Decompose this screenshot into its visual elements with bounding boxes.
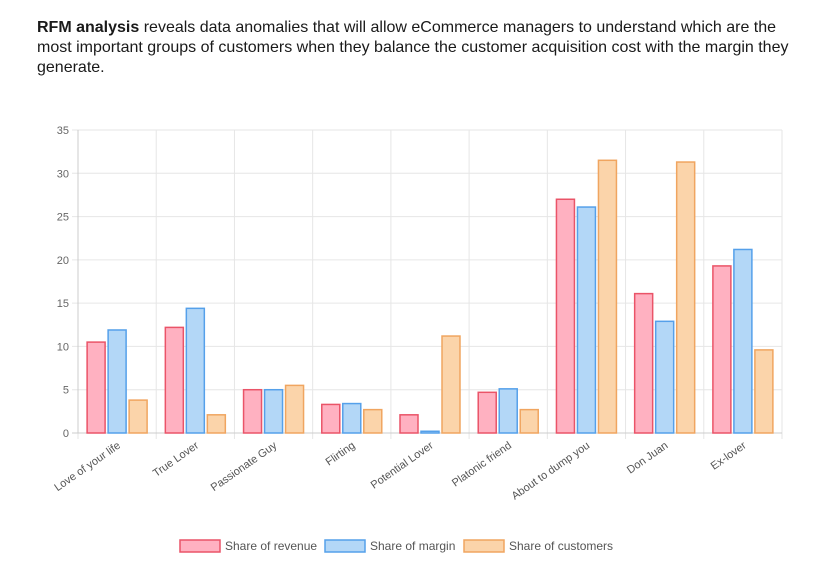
bar-customers [519, 408, 539, 434]
legend-swatch [324, 539, 366, 553]
legend-swatch [463, 539, 505, 553]
bar-customers [206, 414, 227, 434]
y-tick-label: 25 [57, 212, 69, 224]
bar-margin [342, 402, 362, 434]
y-tick-label: 0 [63, 428, 69, 440]
y-tick-label: 30 [57, 168, 69, 180]
legend-label: Share of revenue [225, 539, 317, 553]
bar-margin [654, 320, 675, 434]
y-tick-label: 10 [57, 341, 69, 353]
bar-margin [420, 430, 440, 434]
bar-revenue [164, 326, 185, 434]
intro-body-text: reveals data anomalies that will allow e… [37, 19, 789, 76]
bar-revenue [633, 292, 654, 434]
bar-customers [128, 399, 148, 434]
bar-margin [733, 248, 753, 434]
x-tick-label: Potential Lover [369, 439, 436, 491]
x-tick-label: Platonic friend [450, 440, 514, 490]
bar-margin [498, 388, 518, 434]
bar-customers [597, 159, 618, 434]
bar-margin [107, 329, 127, 434]
y-tick-label: 15 [57, 298, 69, 310]
bar-revenue [321, 403, 341, 434]
x-tick-label: Ex-lover [709, 439, 749, 472]
bar-customers [284, 384, 305, 434]
bar-revenue [86, 341, 106, 434]
bar-revenue [712, 265, 732, 434]
x-tick-label: Don Juan [625, 440, 670, 477]
bar-revenue [399, 414, 419, 434]
legend-swatch [179, 539, 221, 553]
bar-customers [675, 161, 696, 434]
bar-customers [441, 335, 461, 434]
y-tick-label: 5 [63, 385, 69, 397]
x-tick-label: About to dump you [510, 440, 593, 503]
bar-customers [363, 408, 383, 434]
x-tick-label: Flirting [324, 440, 358, 469]
y-tick-label: 20 [57, 255, 69, 267]
bar-revenue [242, 388, 263, 434]
bar-customers [754, 349, 774, 434]
bar-revenue [477, 391, 497, 434]
x-tick-label: Passionate Guy [209, 439, 280, 494]
y-tick-label: 35 [57, 125, 69, 137]
x-tick-label: True Lover [151, 439, 201, 479]
x-tick-label: Love of your life [52, 440, 122, 494]
intro-paragraph: RFM analysis reveals data anomalies that… [37, 18, 797, 78]
legend-label: Share of customers [509, 539, 613, 553]
bar-margin [263, 388, 284, 434]
intro-bold-text: RFM analysis [37, 19, 140, 36]
bar-margin [576, 206, 597, 434]
bar-margin [185, 307, 206, 434]
bar-revenue [555, 198, 576, 434]
legend-label: Share of margin [370, 539, 455, 553]
